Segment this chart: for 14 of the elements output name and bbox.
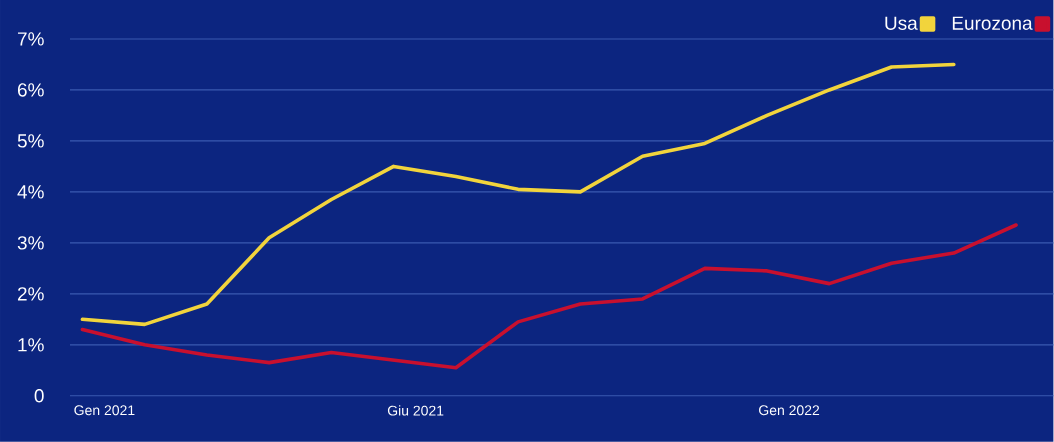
y-tick-label: 1% — [18, 338, 44, 352]
y-tick-label: 5% — [17, 134, 44, 148]
y-tick-label: 0 — [34, 389, 44, 403]
x-tick-label: Gen 2021 — [74, 405, 135, 416]
y-tick-label: 2% — [17, 287, 44, 301]
y-tick-label: 7% — [17, 32, 44, 46]
y-tick-label: 6% — [17, 83, 44, 97]
y-tick-label: 4% — [17, 185, 44, 199]
line-series — [80, 62, 956, 327]
legend-label: Usa — [885, 16, 918, 31]
legend-label: Eurozona — [952, 16, 1033, 31]
x-tick-label: Giu 2021 — [387, 405, 444, 416]
y-tick-label: 3% — [17, 236, 44, 250]
x-tick-label: Gen 2022 — [759, 405, 820, 416]
